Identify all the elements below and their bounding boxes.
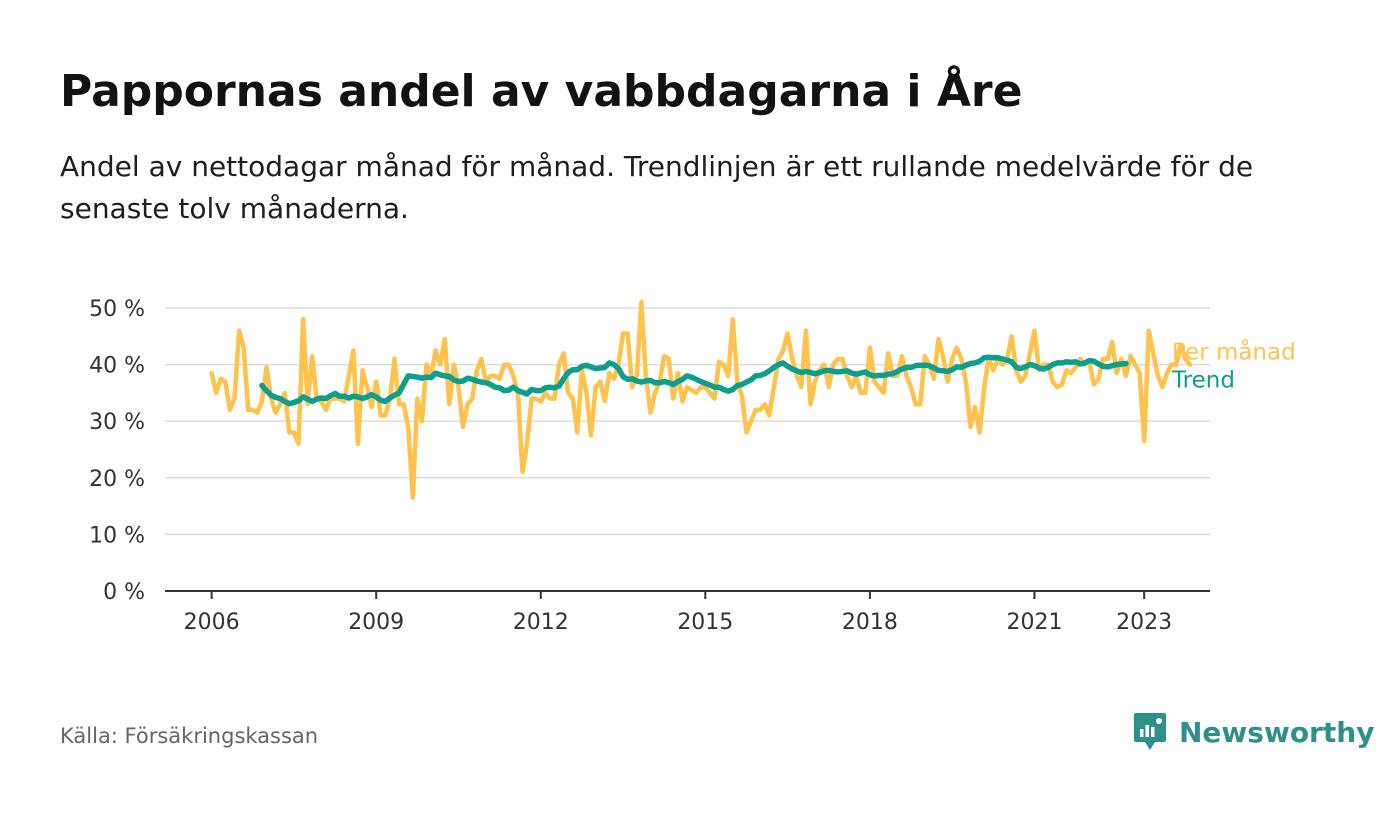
y-tick-label: 30 % (89, 410, 145, 435)
x-tick-label: 2012 (513, 610, 569, 635)
brand-name: Newsworthy (1179, 715, 1375, 749)
x-tick-label: 2009 (348, 610, 404, 635)
x-tick-label: 2006 (184, 610, 240, 635)
x-axis: 2006 2009 2012 2015 2018 2021 2023 (165, 590, 1210, 635)
y-tick-label: 10 % (89, 523, 145, 548)
newsworthy-logo: Newsworthy (1133, 712, 1374, 752)
y-tick-label: 50 % (89, 297, 145, 322)
series-lines (209, 300, 1193, 500)
chart-subtitle: Andel av nettodagar månad för månad. Tre… (60, 150, 1254, 225)
legend-label-trend: Trend (1171, 367, 1235, 393)
newsworthy-logo-icon (1134, 713, 1166, 750)
trend-series-line (259, 354, 1129, 407)
x-tick-label: 2021 (1006, 610, 1062, 635)
x-tick-label: 2018 (842, 610, 898, 635)
y-tick-label: 40 % (89, 354, 145, 379)
y-tick-label: 20 % (89, 467, 145, 492)
gridlines (165, 307, 1210, 536)
y-tick-label: 0 % (103, 580, 145, 605)
chart-title: Pappornas andel av vabbdagarna i Åre (60, 66, 1023, 117)
x-tick-label: 2023 (1116, 610, 1172, 635)
source-note: Källa: Försäkringskassan (60, 724, 319, 748)
x-tick-label: 2015 (677, 610, 733, 635)
y-axis-tick-labels: 0 % 10 % 20 % 30 % 40 % 50 % (89, 297, 145, 605)
legend-label-monthly: Per månad (1172, 337, 1296, 365)
